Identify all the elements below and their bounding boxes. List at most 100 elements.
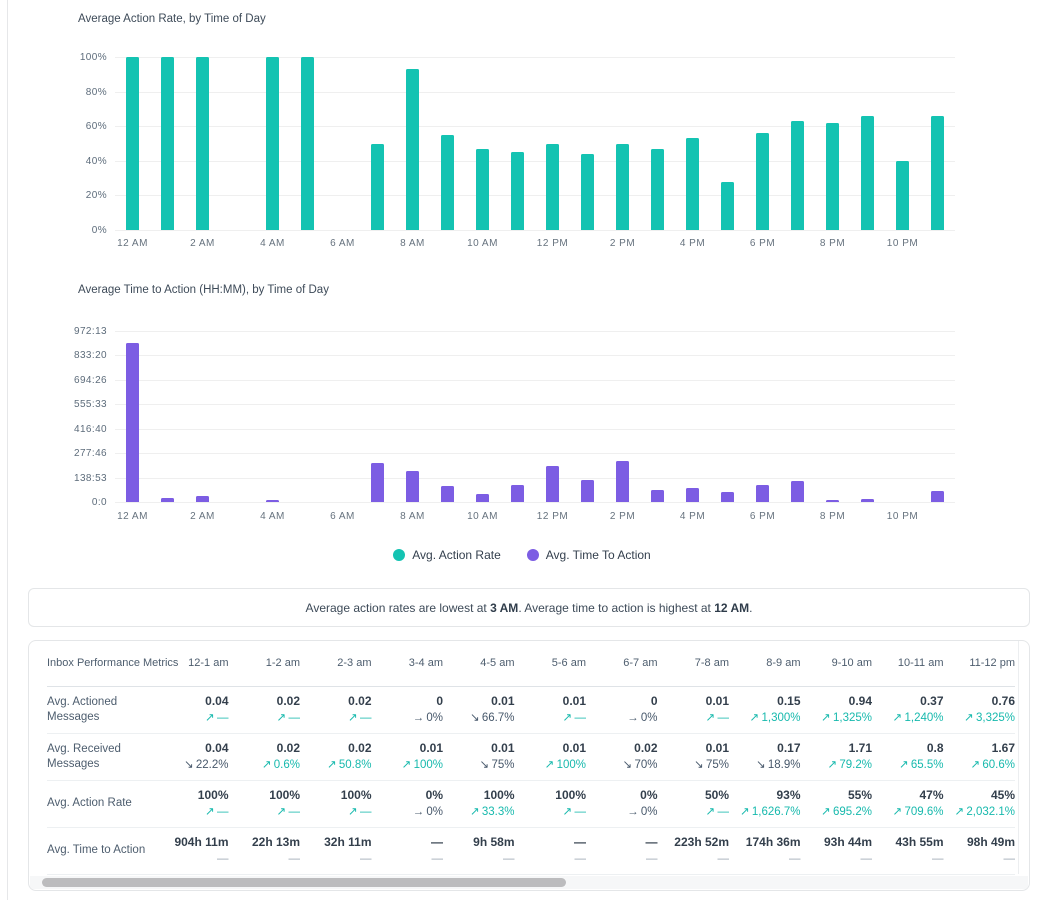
bar-1am[interactable] [161,57,174,230]
bar-3pm[interactable] [651,148,664,230]
bar-4pm[interactable] [686,487,699,502]
bar-11pm[interactable] [931,115,944,230]
trend-up-arrow-icon: ↗ — [705,805,729,818]
bar-2pm[interactable] [616,143,629,230]
table-cell: 93h 44m — [801,827,872,874]
cell-trend: — [217,852,229,865]
bar-2am[interactable] [196,496,209,502]
cell-value: 93% [776,787,801,802]
table-cell: 0.01 ↘ 66.7% [443,686,515,733]
y-axis-tick-label: 60% [85,121,107,133]
column-header: 5-6 am [551,657,586,670]
action-rate-legend-dot-icon [393,549,406,561]
cell-value: 0.76 [991,693,1015,708]
legend-item-time-to-action[interactable]: Avg. Time To Action [526,548,651,562]
cell-trend: — [431,852,444,865]
table-cell: 0% → 0% [586,780,657,827]
bar-5am[interactable] [301,57,314,230]
trend-up-arrow-icon: ↗ 695.2% [821,805,872,818]
horizontal-scrollbar[interactable] [30,876,1028,889]
insight-summary-card: Average action rates are lowest at 3 AM.… [28,588,1030,627]
legend-item-action-rate[interactable]: Avg. Action Rate [393,548,501,562]
x-axis-tick-label: 8 AM [400,238,425,249]
table-cell: 0.01 ↗ — [658,686,729,733]
bar-1pm[interactable] [581,480,594,502]
bar-2am[interactable] [196,57,209,230]
bar-9pm[interactable] [861,115,874,230]
bar-4am[interactable] [266,57,279,230]
trend-up-arrow-icon: ↗ 50.8% [326,758,372,771]
column-header: 1-2 am [265,657,300,670]
bar-4pm[interactable] [686,138,699,230]
table-cell: 1.67 ↗ 60.6% [944,733,1015,780]
trend-up-arrow-icon: ↗ — [348,805,372,818]
x-axis-tick-label: 2 AM [190,511,215,522]
table-cell: 0.02 ↗ — [229,686,300,733]
time-to-action-legend-dot-icon [526,549,539,561]
bar-5pm[interactable] [721,181,734,230]
bar-8am[interactable] [406,471,419,502]
column-header: 11-12 pm [969,657,1015,670]
gridline [115,195,955,197]
bar-1pm[interactable] [581,153,594,230]
y-axis-tick-label: 277:46 [74,448,107,460]
bar-8pm[interactable] [826,499,839,502]
bar-6pm[interactable] [756,484,769,502]
table-title: Inbox Performance Metrics [47,657,179,670]
bar-12pm[interactable] [546,466,559,502]
bar-7pm[interactable] [791,480,804,502]
trend-up-arrow-icon: ↗ 1,300% [749,711,801,724]
horizontal-scrollbar-thumb[interactable] [42,878,566,887]
bar-8am[interactable] [406,69,419,230]
table-cell: 0.17 ↘ 18.9% [729,733,801,780]
row-label: Avg. Time to Action [47,844,146,856]
x-axis-tick-label: 2 AM [190,238,215,249]
trend-up-arrow-icon: ↗ — [562,711,586,724]
insight-summary-text: Average action rates are lowest at 3 AM.… [305,600,753,615]
cell-value: 43h 55m [895,834,944,849]
bar-6pm[interactable] [756,133,769,230]
cell-value: 50% [704,787,729,802]
cell-value: 0.17 [777,740,801,755]
bar-11am[interactable] [511,152,524,230]
table-cell: 0.15 ↗ 1,300% [729,686,801,733]
bar-7am[interactable] [371,143,384,230]
bar-12am[interactable] [126,342,139,502]
bar-7am[interactable] [371,462,384,502]
bar-9pm[interactable] [861,499,874,502]
bar-3pm[interactable] [651,490,664,502]
table-cell: 32h 11m — [300,827,371,874]
bar-10am[interactable] [476,148,489,230]
table-cell: 0.01 ↗ 100% [515,733,586,780]
bar-9am[interactable] [441,485,454,502]
trend-down-arrow-icon: ↘ 22.2% [183,758,229,771]
bar-7pm[interactable] [791,121,804,230]
bar-11pm[interactable] [931,491,944,502]
bar-9am[interactable] [441,134,454,230]
bar-12pm[interactable] [546,143,559,230]
bar-10am[interactable] [476,494,489,502]
table-cell: 0.02 ↘ 70% [586,733,658,780]
x-axis-tick-label: 12 AM [117,238,148,249]
cell-value: 0.37 [920,693,944,708]
cell-value: 0.04 [205,693,229,708]
column-header: 8-9 am [766,657,801,670]
trend-flat-arrow-icon: → 0% [412,805,443,818]
cell-value: 45% [990,787,1015,802]
cell-value: 0.8 [926,740,944,755]
bar-4am[interactable] [266,500,279,502]
trend-flat-arrow-icon: → 0% [627,711,658,724]
x-axis-tick-label: 4 PM [679,511,706,522]
left-panel-divider [7,0,8,900]
bar-5pm[interactable] [721,491,734,502]
bar-10pm[interactable] [896,160,909,230]
cell-value: 0.01 [419,740,443,755]
bar-8pm[interactable] [826,122,839,230]
x-axis-tick-label: 6 AM [330,238,355,249]
bar-12am[interactable] [126,57,139,230]
bar-11am[interactable] [511,484,524,502]
bar-2pm[interactable] [616,460,629,502]
gridline [115,379,955,381]
bar-1am[interactable] [161,498,174,502]
